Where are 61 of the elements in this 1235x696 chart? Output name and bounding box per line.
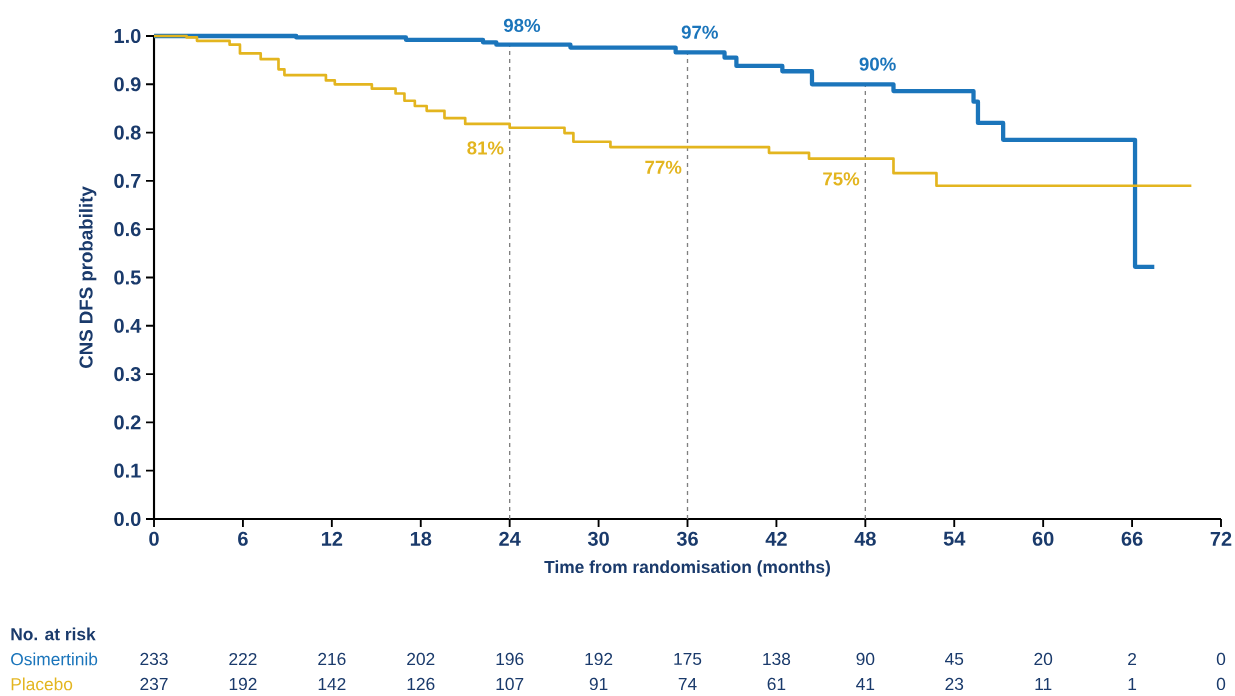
text: 1 <box>1128 678 1137 690</box>
text: 90 <box>856 652 875 666</box>
text: 233 <box>140 652 168 666</box>
text: 107 <box>496 677 524 691</box>
x-tick-label: 36 <box>676 531 698 546</box>
y-tick-label: 0.0 <box>114 511 141 527</box>
text: 222 <box>229 652 257 666</box>
x-tick-label: 48 <box>854 531 876 546</box>
y-tick-label: 1.0 <box>114 28 141 44</box>
x-tick-label: 66 <box>1121 531 1143 546</box>
text: Placebo <box>11 677 73 691</box>
text: Osimertinib <box>11 652 98 666</box>
text: 74 <box>678 678 697 690</box>
y-tick-label: 0.2 <box>114 415 141 430</box>
x-tick-label: 60 <box>1032 531 1054 546</box>
text: 192 <box>585 652 613 666</box>
annotation: 75% <box>823 172 860 186</box>
y-tick-label: 0.1 <box>114 463 141 478</box>
text: 23 <box>945 677 964 691</box>
y-axis-title: CNS DFS probability <box>78 186 97 368</box>
x-tick-label: 6 <box>238 531 248 546</box>
text: 91 <box>589 677 608 691</box>
x-tick-label: 0 <box>149 531 159 546</box>
y-tick-label: 0.9 <box>114 77 141 92</box>
text: 192 <box>229 677 257 691</box>
x-tick-label: 42 <box>765 531 787 546</box>
text: 11 <box>1035 678 1052 690</box>
y-tick-label: 0.8 <box>114 125 141 140</box>
annotation: 98% <box>503 18 541 33</box>
text: 126 <box>407 677 435 691</box>
annotation: 97% <box>681 25 718 39</box>
x-tick-label: 72 <box>1210 531 1232 546</box>
annotation: 77% <box>645 160 682 174</box>
text: 45 <box>945 652 964 666</box>
x-tick-label: 18 <box>410 531 432 546</box>
text: 138 <box>763 652 791 666</box>
y-tick-label: 0.3 <box>114 366 141 382</box>
text: 2 <box>1128 652 1137 666</box>
x-tick-label: 24 <box>499 531 521 546</box>
text: 196 <box>496 652 524 666</box>
annotation: 90% <box>859 57 896 71</box>
text: 41 <box>856 678 875 690</box>
text: No. at risk <box>11 627 96 641</box>
text: 142 <box>318 677 346 691</box>
text: 0 <box>1216 652 1226 666</box>
text: 202 <box>407 652 435 666</box>
text: 20 <box>1034 652 1053 666</box>
y-tick-label: 0.5 <box>114 270 141 285</box>
y-tick-label: 0.4 <box>114 318 142 333</box>
y-tick-label: 0.7 <box>114 173 141 188</box>
y-tick-label: 0.6 <box>114 222 141 237</box>
text: 237 <box>140 677 168 691</box>
text: 0 <box>1216 677 1226 691</box>
x-tick-label: 30 <box>587 531 609 546</box>
x-tick-label: 12 <box>321 531 343 546</box>
x-axis-title: Time from randomisation (months) <box>544 560 830 577</box>
text: 175 <box>674 652 702 666</box>
text: 216 <box>318 652 346 666</box>
text: 61 <box>767 677 786 691</box>
x-tick-label: 54 <box>943 531 966 546</box>
annotation: 81% <box>467 141 504 155</box>
